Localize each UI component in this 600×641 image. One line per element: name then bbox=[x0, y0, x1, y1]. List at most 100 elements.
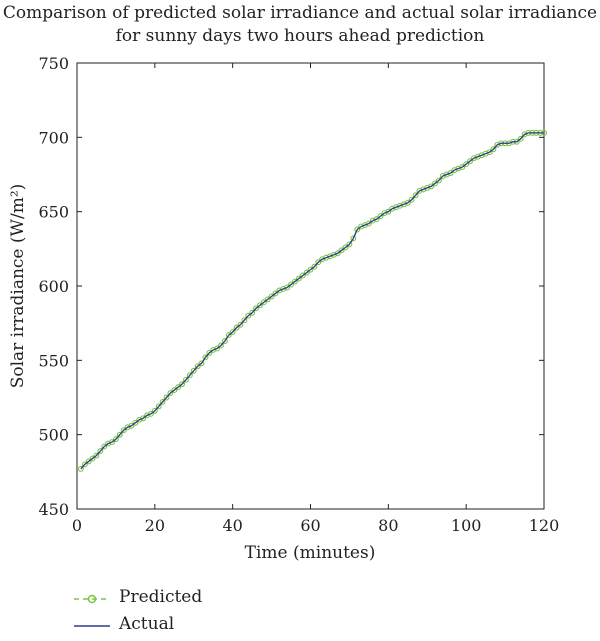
data-point-predicted bbox=[272, 290, 279, 297]
data-point-predicted bbox=[225, 332, 232, 339]
data-point-predicted bbox=[151, 407, 158, 414]
data-point-predicted bbox=[218, 342, 224, 349]
data-point-predicted bbox=[291, 278, 298, 285]
data-point-predicted bbox=[101, 443, 108, 450]
chart-title-line-1: Comparison of predicted solar irradiance… bbox=[2, 3, 598, 23]
y-tick-label: 650 bbox=[38, 203, 69, 222]
data-point-predicted bbox=[299, 272, 306, 279]
data-point-predicted bbox=[175, 384, 182, 391]
data-point-predicted bbox=[350, 235, 357, 242]
y-tick-label: 700 bbox=[38, 128, 69, 147]
data-point-predicted bbox=[315, 259, 322, 266]
data-point-predicted bbox=[295, 275, 302, 282]
data-point-predicted bbox=[459, 164, 466, 171]
x-tick-label: 40 bbox=[222, 516, 242, 535]
data-point-predicted bbox=[253, 305, 259, 312]
data-point-predicted bbox=[354, 226, 361, 233]
data-point-predicted bbox=[89, 455, 96, 462]
data-point-predicted bbox=[163, 394, 170, 401]
data-point-predicted bbox=[214, 345, 221, 352]
data-point-predicted bbox=[249, 309, 256, 316]
data-point-predicted bbox=[428, 183, 435, 190]
data-point-predicted bbox=[311, 263, 318, 270]
data-point-predicted bbox=[186, 372, 193, 379]
data-point-predicted bbox=[128, 422, 135, 429]
x-tick-label: 0 bbox=[72, 516, 82, 535]
x-tick-label: 20 bbox=[145, 516, 165, 535]
data-point-predicted bbox=[179, 381, 186, 388]
series-line-predicted bbox=[80, 132, 544, 470]
x-tick-label: 80 bbox=[378, 516, 398, 535]
data-point-predicted bbox=[81, 461, 88, 468]
data-point-predicted bbox=[194, 363, 201, 370]
data-point-predicted bbox=[97, 448, 104, 454]
data-point-predicted bbox=[404, 199, 411, 206]
data-point-predicted bbox=[85, 458, 92, 465]
axis-tick-labels: 0 20 40 60 80 100 120 450 500 550 600 650 700 750 bbox=[38, 54, 559, 535]
data-point-predicted bbox=[490, 146, 497, 153]
data-point-predicted bbox=[171, 387, 178, 394]
legend-swatch-actual bbox=[74, 625, 110, 627]
data-point-predicted bbox=[334, 250, 341, 257]
data-point-predicted bbox=[198, 360, 205, 367]
data-point-predicted bbox=[486, 149, 493, 156]
data-point-predicted bbox=[93, 452, 100, 459]
data-point-predicted bbox=[338, 247, 345, 254]
x-tick-label: 100 bbox=[451, 516, 482, 535]
data-point-predicted bbox=[159, 399, 166, 405]
data-point-predicted bbox=[467, 158, 474, 165]
data-point-predicted bbox=[342, 244, 349, 251]
chart-title: Comparison of predicted solar irradiance… bbox=[0, 2, 600, 48]
data-point-predicted bbox=[120, 427, 127, 434]
data-point-predicted bbox=[229, 329, 236, 336]
series-line-actual bbox=[80, 132, 544, 470]
data-point-predicted bbox=[155, 403, 162, 410]
data-point-predicted bbox=[206, 349, 213, 356]
y-tick-label: 500 bbox=[38, 426, 69, 445]
data-point-predicted bbox=[447, 170, 454, 176]
data-point-predicted bbox=[408, 196, 415, 203]
data-point-predicted bbox=[237, 321, 244, 328]
y-tick-label: 450 bbox=[38, 500, 69, 519]
legend-label-actual: Actual bbox=[119, 614, 175, 634]
data-point-predicted bbox=[284, 284, 291, 291]
data-point-predicted bbox=[132, 419, 139, 426]
data-point-predicted bbox=[221, 338, 228, 344]
data-point-predicted bbox=[412, 192, 419, 199]
data-point-predicted bbox=[260, 299, 267, 306]
x-tick-label: 60 bbox=[300, 516, 320, 535]
data-point-predicted bbox=[233, 324, 240, 331]
y-tick-label: 550 bbox=[38, 351, 69, 370]
data-point-predicted bbox=[190, 367, 197, 374]
axis-ticks bbox=[76, 62, 545, 510]
data-point-predicted bbox=[373, 216, 380, 223]
x-axis-label: Time (minutes) bbox=[245, 543, 376, 563]
data-point-predicted bbox=[256, 302, 263, 309]
chart-title-line-2: for sunny days two hours ahead predictio… bbox=[115, 26, 485, 46]
data-point-predicted bbox=[112, 436, 119, 443]
data-point-predicted bbox=[202, 354, 209, 361]
data-point-predicted bbox=[385, 208, 392, 215]
data-point-predicted bbox=[147, 410, 154, 417]
series-layer bbox=[77, 129, 547, 472]
y-tick-label: 600 bbox=[38, 277, 69, 296]
data-point-predicted bbox=[264, 296, 271, 303]
data-point-predicted bbox=[346, 241, 353, 248]
data-point-predicted bbox=[77, 465, 84, 472]
legend-label-predicted: Predicted bbox=[119, 587, 203, 607]
data-point-predicted bbox=[463, 161, 470, 168]
data-point-predicted bbox=[365, 220, 372, 227]
data-point-predicted bbox=[109, 439, 115, 446]
data-point-predicted bbox=[245, 312, 252, 319]
data-point-predicted bbox=[116, 431, 123, 438]
data-point-predicted bbox=[303, 269, 310, 276]
data-point-predicted bbox=[241, 317, 248, 324]
data-point-predicted bbox=[288, 281, 294, 288]
x-tick-label: 120 bbox=[529, 516, 560, 535]
data-point-predicted bbox=[432, 180, 438, 187]
plot-frame bbox=[76, 62, 545, 510]
legend-swatch-predicted bbox=[74, 594, 110, 604]
data-point-predicted bbox=[140, 415, 147, 422]
data-point-predicted bbox=[377, 213, 384, 220]
